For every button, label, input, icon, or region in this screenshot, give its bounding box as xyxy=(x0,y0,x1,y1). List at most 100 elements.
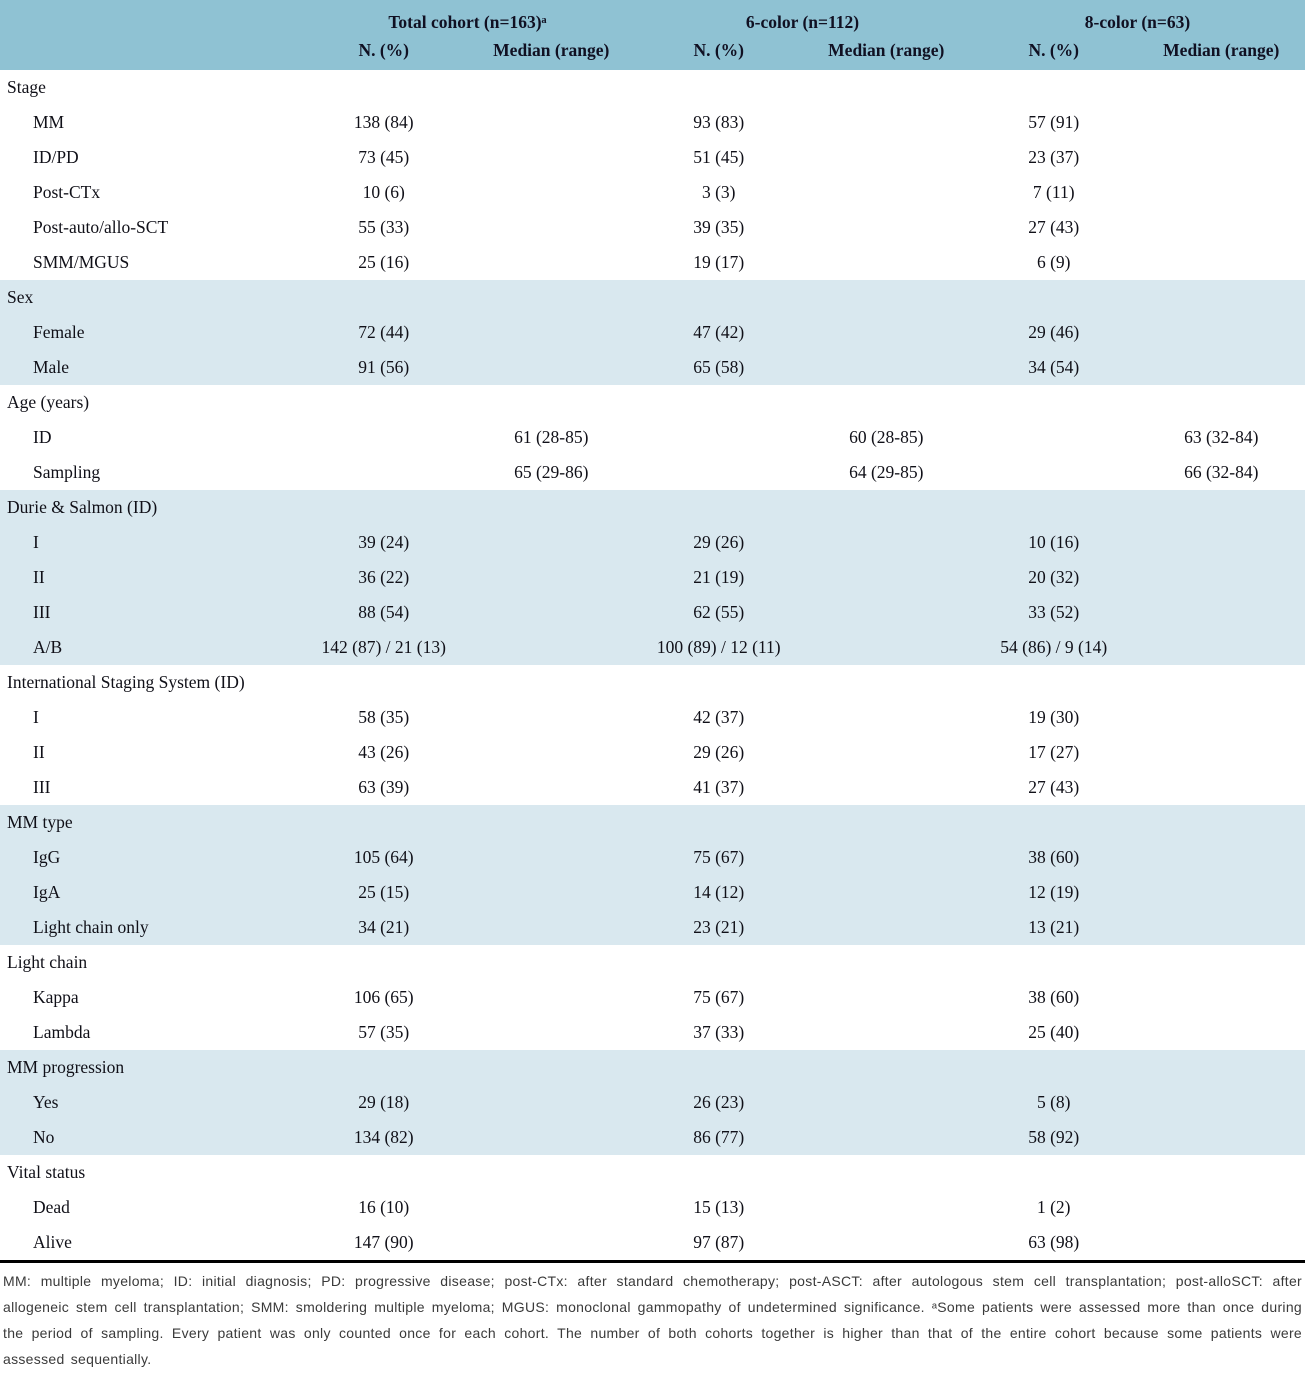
section-stage: Stage MM 138 (84) 93 (83) 57 (91) ID/PD 73 (45… xyxy=(0,70,1305,280)
section-vital-status: Vital status Dead 16 (10) 15 (13) 1 (2) Alive… xyxy=(0,1155,1305,1260)
subheader-row: N. (%) Median (range) N. (%) Median (range)… xyxy=(0,37,1305,64)
value-cell: 20 (32) xyxy=(1028,567,1080,587)
table-header: Total cohort (n=163)ᵃ 6-color (n=112) 8-co… xyxy=(0,0,1305,70)
section-mm-type: MM type IgG 105 (64) 75 (67) 38 (60) IgA 25 (1… xyxy=(0,805,1305,945)
value-cell: 65 (29-86) xyxy=(514,462,589,482)
column-subheader-median-range: Median (range) xyxy=(1163,40,1280,60)
value-cell: 33 (52) xyxy=(1028,602,1080,622)
value-cell: 86 (77) xyxy=(693,1127,745,1147)
table-row: Sampling 65 (29-86) 64 (29-85) 66 (32-84) xyxy=(0,455,1305,490)
table-row: I 58 (35) 42 (37) 19 (30) xyxy=(0,700,1305,735)
section-label: Vital status xyxy=(7,1162,86,1182)
column-group-label-total-cohort-n-163: Total cohort (n=163)ᵃ xyxy=(388,11,547,32)
column-group-label-8-color-n-63: 8-color (n=63) xyxy=(1084,11,1191,32)
column-group-row: Total cohort (n=163)ᵃ 6-color (n=112) 8-co… xyxy=(0,7,1305,37)
value-cell: 64 (29-85) xyxy=(849,462,924,482)
section-label: Durie & Salmon (ID) xyxy=(7,497,158,517)
row-label: Post-auto/allo-SCT xyxy=(33,217,169,237)
value-cell: 25 (40) xyxy=(1028,1022,1080,1042)
value-cell: 29 (18) xyxy=(358,1092,410,1112)
value-cell: 91 (56) xyxy=(358,357,410,377)
table-row: II 43 (26) 29 (26) 17 (27) xyxy=(0,735,1305,770)
table-row: Post-auto/allo-SCT 55 (33) 39 (35) 27 (43) xyxy=(0,210,1305,245)
value-cell: 27 (43) xyxy=(1028,217,1080,237)
value-cell: 14 (12) xyxy=(693,882,745,902)
value-cell: 26 (23) xyxy=(693,1092,745,1112)
row-label: Lambda xyxy=(33,1022,91,1042)
value-cell: 58 (35) xyxy=(358,707,410,727)
row-label: A/B xyxy=(33,637,63,657)
value-cell: 54 (86) / 9 (14) xyxy=(1000,637,1108,657)
value-cell: 41 (37) xyxy=(693,777,745,797)
value-cell: 1 (2) xyxy=(1036,1197,1071,1217)
value-cell: 106 (65) xyxy=(353,987,414,1007)
column-subheader-median-range: Median (range) xyxy=(828,40,945,60)
value-cell: 25 (16) xyxy=(358,252,410,272)
row-label: III xyxy=(33,777,51,797)
section-mm-progression: MM progression Yes 29 (18) 26 (23) 5 (8) No 13… xyxy=(0,1050,1305,1155)
row-label: II xyxy=(33,742,45,762)
value-cell: 7 (11) xyxy=(1032,182,1075,202)
value-cell: 37 (33) xyxy=(693,1022,745,1042)
value-cell: 62 (55) xyxy=(693,602,745,622)
row-label: Kappa xyxy=(33,987,79,1007)
value-cell: 29 (26) xyxy=(693,532,745,552)
row-label: Sampling xyxy=(33,462,101,482)
section-durie-salmon-id: Durie & Salmon (ID) I 39 (24) 29 (26) 10 (16… xyxy=(0,490,1305,665)
row-label: II xyxy=(33,567,45,587)
row-label: Dead xyxy=(33,1197,70,1217)
value-cell: 38 (60) xyxy=(1028,987,1080,1007)
section-header-row: Light chain xyxy=(0,945,1305,980)
table-row: II 36 (22) 21 (19) 20 (32) xyxy=(0,560,1305,595)
value-cell: 17 (27) xyxy=(1028,742,1080,762)
table-row: III 63 (39) 41 (37) 27 (43) xyxy=(0,770,1305,805)
value-cell: 23 (37) xyxy=(1028,147,1080,167)
table-row: Alive 147 (90) 97 (87) 63 (98) xyxy=(0,1225,1305,1260)
row-label: IgA xyxy=(33,882,61,902)
section-international-staging-system-id: International Staging System (ID) I 58 (35… xyxy=(0,665,1305,805)
value-cell: 63 (39) xyxy=(358,777,410,797)
value-cell: 58 (92) xyxy=(1028,1127,1080,1147)
table-row: Post-CTx 10 (6) 3 (3) 7 (11) xyxy=(0,175,1305,210)
row-label: III xyxy=(33,602,51,622)
row-label: Post-CTx xyxy=(33,182,101,202)
value-cell: 75 (67) xyxy=(693,847,745,867)
value-cell: 38 (60) xyxy=(1028,847,1080,867)
row-label: Male xyxy=(33,357,69,377)
value-cell: 36 (22) xyxy=(358,567,410,587)
table-row: Light chain only 34 (21) 23 (21) 13 (21) xyxy=(0,910,1305,945)
section-label: Sex xyxy=(7,287,34,307)
section-sex: Sex Female 72 (44) 47 (42) 29 (46) Male 91 (56… xyxy=(0,280,1305,385)
value-cell: 73 (45) xyxy=(358,147,410,167)
table-row: I 39 (24) 29 (26) 10 (16) xyxy=(0,525,1305,560)
value-cell: 12 (19) xyxy=(1028,882,1080,902)
table-footnote: MM: multiple myeloma; ID: initial diagno… xyxy=(3,1273,1302,1367)
value-cell: 34 (54) xyxy=(1028,357,1080,377)
value-cell: 34 (21) xyxy=(358,917,410,937)
table-row: IgG 105 (64) 75 (67) 38 (60) xyxy=(0,840,1305,875)
table-row: ID 61 (28-85) 60 (28-85) 63 (32-84) xyxy=(0,420,1305,455)
table-row: Yes 29 (18) 26 (23) 5 (8) xyxy=(0,1085,1305,1120)
value-cell: 29 (26) xyxy=(693,742,745,762)
value-cell: 93 (83) xyxy=(693,112,745,132)
section-header-row: Durie & Salmon (ID) xyxy=(0,490,1305,525)
section-light-chain: Light chain Kappa 106 (65) 75 (67) 38 (60) La… xyxy=(0,945,1305,1050)
value-cell: 5 (8) xyxy=(1036,1092,1071,1112)
value-cell: 134 (82) xyxy=(353,1127,414,1147)
row-label: I xyxy=(33,532,39,552)
table-body: Stage MM 138 (84) 93 (83) 57 (91) ID/PD 73 (45… xyxy=(0,70,1305,1263)
section-label: MM type xyxy=(7,812,73,832)
table-row: Female 72 (44) 47 (42) 29 (46) xyxy=(0,315,1305,350)
table-row: ID/PD 73 (45) 51 (45) 23 (37) xyxy=(0,140,1305,175)
table-row: MM 138 (84) 93 (83) 57 (91) xyxy=(0,105,1305,140)
value-cell: 88 (54) xyxy=(358,602,410,622)
table-row: SMM/MGUS 25 (16) 19 (17) 6 (9) xyxy=(0,245,1305,280)
value-cell: 15 (13) xyxy=(693,1197,745,1217)
row-label: ID xyxy=(33,427,52,447)
value-cell: 47 (42) xyxy=(693,322,745,342)
value-cell: 6 (9) xyxy=(1036,252,1071,272)
row-label: MM xyxy=(33,112,65,132)
value-cell: 63 (98) xyxy=(1028,1232,1080,1252)
table-row: III 88 (54) 62 (55) 33 (52) xyxy=(0,595,1305,630)
